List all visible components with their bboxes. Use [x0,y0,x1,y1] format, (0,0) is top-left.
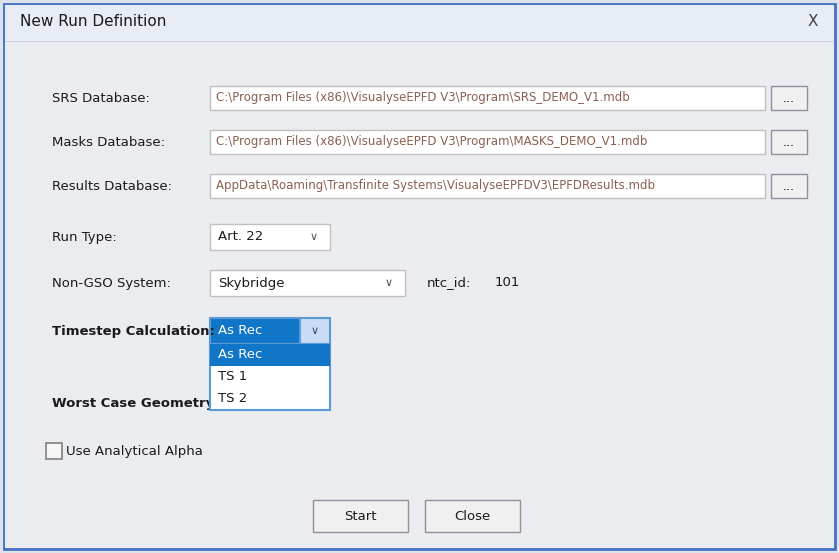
Text: TS 1: TS 1 [218,371,248,383]
Text: AppData\Roaming\Transfinite Systems\VisualyseEPFDV3\EPFDResults.mdb: AppData\Roaming\Transfinite Systems\Visu… [216,180,655,192]
Text: Art. 22: Art. 22 [218,231,263,243]
Bar [210,344,330,366]
Text: Results Database:: Results Database: [52,180,172,192]
Bar [210,270,405,296]
Bar [5,41,834,42]
Text: C:\Program Files (x86)\VisualyseEPFD V3\Program\MASKS_DEMO_V1.mdb: C:\Program Files (x86)\VisualyseEPFD V3\… [216,135,648,149]
Text: Run Type:: Run Type: [52,231,117,243]
Bar [210,318,300,344]
Text: Start: Start [344,509,377,523]
Text: As Rec: As Rec [218,348,263,362]
Bar [425,500,520,532]
Bar [771,130,807,154]
Text: ∨: ∨ [385,278,393,288]
Text: ∨: ∨ [311,326,319,336]
Text: New Run Definition: New Run Definition [20,14,166,29]
Text: Timestep Calculation:: Timestep Calculation: [52,325,215,337]
Bar [5,5,834,41]
Text: 101: 101 [495,276,520,290]
Text: ...: ... [783,91,795,105]
Text: ...: ... [783,135,795,149]
Text: Use Analytical Alpha: Use Analytical Alpha [66,445,203,457]
Text: Non-GSO System:: Non-GSO System: [52,276,171,290]
Bar [771,174,807,198]
Bar [210,344,330,410]
Bar [300,318,330,344]
Text: TS 2: TS 2 [218,393,248,405]
Bar [771,86,807,110]
Bar [46,443,62,459]
Text: ntc_id:: ntc_id: [427,276,472,290]
Text: X: X [808,14,818,29]
Text: ∨: ∨ [310,232,318,242]
Text: SRS Database:: SRS Database: [52,91,150,105]
Bar [210,224,330,250]
Bar [210,86,765,110]
Bar [313,500,408,532]
Text: Skybridge: Skybridge [218,276,284,290]
Text: C:\Program Files (x86)\VisualyseEPFD V3\Program\SRS_DEMO_V1.mdb: C:\Program Files (x86)\VisualyseEPFD V3\… [216,91,630,105]
Text: Worst Case Geometry:: Worst Case Geometry: [52,397,220,410]
Bar [210,130,765,154]
Text: ...: ... [783,180,795,192]
Text: As Rec: As Rec [218,325,263,337]
Text: Close: Close [455,509,491,523]
Bar [210,174,765,198]
Text: Masks Database:: Masks Database: [52,135,165,149]
